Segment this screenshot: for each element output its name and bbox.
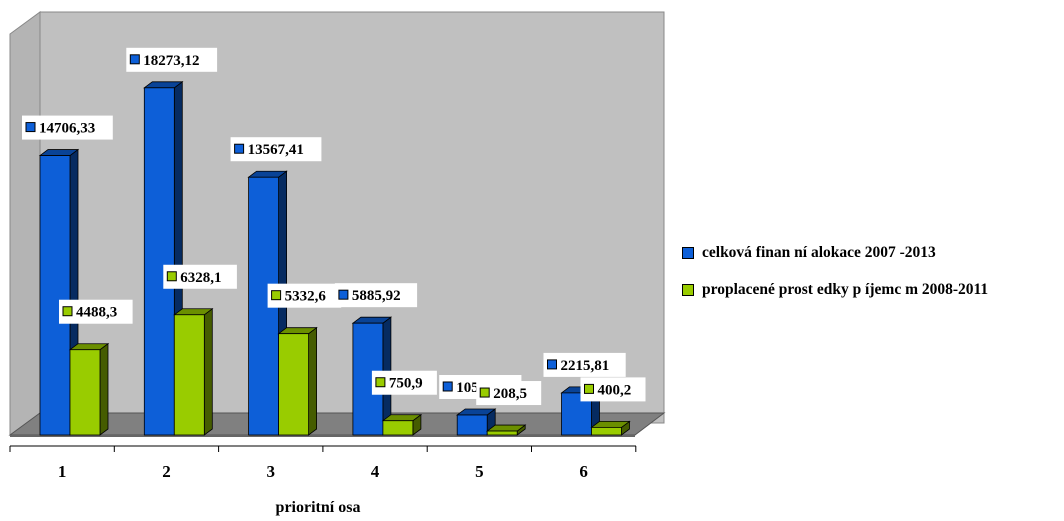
- data-label-key: [234, 143, 245, 154]
- floor-edge: [10, 435, 635, 437]
- data-label-paid-3: 5332,6: [267, 283, 342, 308]
- bar-paid-2: [173, 314, 205, 436]
- bar-paid-3: [278, 333, 310, 436]
- data-label-paid-6: 400,2: [580, 377, 646, 402]
- data-label-text: 5332,6: [285, 289, 327, 305]
- data-label-text: 4488,3: [76, 305, 117, 321]
- data-label-allocation-1: 14706,33: [22, 115, 113, 140]
- data-label-bg: [230, 137, 322, 162]
- x-tick-label: 6: [579, 462, 588, 481]
- bar-paid-4: [382, 420, 414, 436]
- bar-side: [308, 326, 318, 436]
- data-label-text: 208,5: [493, 386, 527, 402]
- bar-paid-5: [486, 430, 518, 436]
- data-label-text: 750,9: [389, 376, 423, 392]
- x-axis-title: prioritní osa: [276, 499, 361, 516]
- legend-label-paid: proplacené prost edky p íjemc m 2008-201…: [702, 281, 989, 298]
- x-tick-label: 2: [162, 462, 171, 481]
- data-label-allocation-6: 2215,81: [543, 352, 626, 377]
- data-label-paid-1: 4488,3: [59, 299, 133, 324]
- legend-label-allocation: celková finan ní alokace 2007 -2013: [702, 244, 936, 261]
- legend-swatch-paid: [682, 284, 694, 296]
- data-label-text: 5885,92: [352, 288, 401, 304]
- data-label-text: 14706,33: [39, 121, 95, 137]
- side-wall: [9, 11, 41, 436]
- bar-allocation-2: [143, 87, 175, 436]
- legend: celková finan ní alokace 2007 -2013 prop…: [682, 242, 1062, 316]
- bar-side: [203, 307, 213, 436]
- data-label-key: [62, 306, 73, 317]
- bar-paid-1: [69, 349, 101, 436]
- data-label-text: 18273,12: [143, 53, 199, 69]
- data-label-paid-5: 208,5: [476, 381, 542, 406]
- data-label-key: [479, 387, 490, 398]
- data-label-text: 6328,1: [180, 270, 221, 286]
- bar-allocation-6: [561, 392, 592, 436]
- data-label-text: 13567,41: [248, 142, 304, 158]
- bar-allocation-1: [39, 155, 71, 436]
- x-tick-label: 4: [371, 462, 380, 481]
- data-label-bg: [543, 352, 626, 377]
- data-label-key: [129, 54, 140, 65]
- bars: [38, 81, 631, 436]
- data-label-key: [338, 289, 349, 300]
- x-tick-label: 5: [475, 462, 484, 481]
- data-label-text: 400,2: [598, 382, 632, 398]
- bar-paid-6: [591, 426, 622, 436]
- legend-item-allocation: celková finan ní alokace 2007 -2013: [682, 242, 1062, 263]
- data-label-bg: [334, 283, 418, 308]
- data-label-key: [25, 122, 36, 133]
- x-tick-label: 3: [267, 462, 276, 481]
- data-label-paid-4: 750,9: [371, 370, 437, 395]
- data-label-allocation-3: 13567,41: [230, 137, 322, 162]
- bar-side: [99, 342, 109, 436]
- bar-allocation-5: [456, 414, 488, 436]
- data-label-key: [584, 383, 594, 394]
- data-label-key: [271, 290, 282, 301]
- data-label-key: [547, 359, 557, 370]
- data-label-bg: [22, 115, 113, 140]
- data-label-key: [442, 381, 453, 392]
- data-label-bg: [126, 47, 218, 72]
- data-label-text: 2215,81: [561, 358, 610, 374]
- data-label-key: [166, 271, 177, 282]
- legend-swatch-allocation: [682, 247, 694, 259]
- data-label-allocation-4: 5885,92: [334, 283, 418, 308]
- data-label-paid-2: 6328,1: [163, 264, 237, 289]
- x-axis: 1 2 3 4 5 6 prioritní osa: [9, 445, 637, 516]
- data-label-key: [375, 377, 386, 388]
- data-labels: 14706,33 4488,3 18273,12 6328,1 13567,41 5332…: [22, 47, 646, 406]
- legend-item-paid: proplacené prost edky p íjemc m 2008-201…: [682, 279, 1062, 300]
- data-label-allocation-2: 18273,12: [126, 47, 218, 72]
- x-tick-label: 1: [58, 462, 67, 481]
